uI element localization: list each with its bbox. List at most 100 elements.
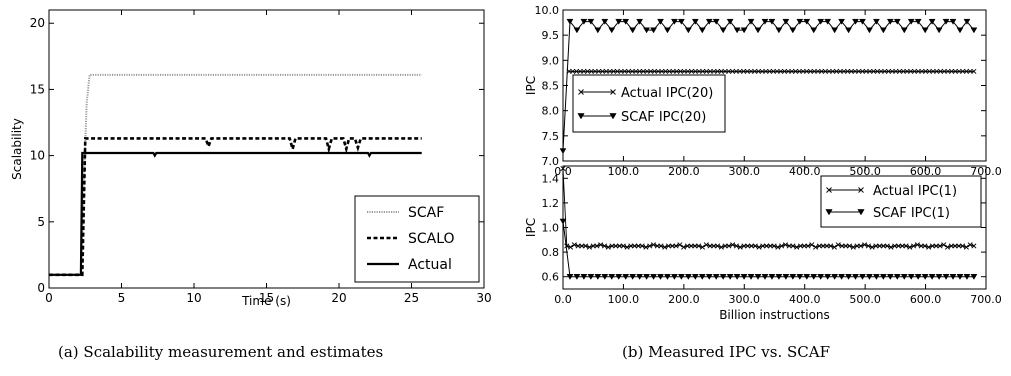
chart-b-bottom-actual-point — [564, 243, 570, 249]
chart-b-bottom-scaf-point — [726, 274, 734, 280]
chart-b-bottom-xtick-label: 100.0 — [608, 293, 640, 306]
chart-b-top-actual-point — [685, 68, 691, 74]
chart-b-bottom-actual-point — [560, 165, 566, 171]
chart-b-top-actual-point — [726, 68, 732, 74]
chart-b-bottom-scaf-point — [852, 274, 859, 280]
chart-b-bottom-ylabel: IPC — [524, 218, 538, 237]
chart-b-top-actual-point — [674, 68, 680, 74]
chart-b-top-actual-point — [733, 68, 739, 74]
chart-b-bottom-ytick-label: 0.8 — [542, 246, 560, 259]
chart-a-ytick-label: 15 — [30, 82, 45, 96]
chart-b-top-actual-point — [625, 68, 631, 74]
chart-b-top-scaf-point — [872, 18, 880, 25]
chart-b-bottom-actual-point — [650, 242, 656, 248]
chart-b-bottom-actual-point — [715, 243, 721, 249]
chart-b-top-actual-point — [629, 68, 635, 74]
chart-b-top-scaf-point — [921, 27, 929, 34]
chart-b-top-scaf-point — [803, 18, 811, 25]
chart-b-top-actual-point — [670, 68, 676, 74]
chart-b-top-scaf-point — [907, 18, 915, 25]
chart-b-bottom-scaf-point — [956, 274, 964, 280]
chart-b-bottom-actual-point — [654, 243, 660, 249]
chart-b-bottom-legend-marker — [857, 209, 865, 216]
chart-b-bottom-scaf-point — [691, 274, 699, 280]
chart-b-bottom-actual-point — [914, 242, 920, 248]
chart-b-bottom-actual-point — [624, 244, 630, 250]
chart-b-top-scaf-point — [664, 27, 671, 34]
chart-b-top-scaf-point — [559, 148, 567, 155]
chart-b-top-actual-point — [596, 68, 602, 74]
chart-b-bottom-actual-point — [741, 243, 747, 249]
chart-b-bottom-actual-point — [639, 243, 645, 249]
chart-b-top-actual-point — [911, 68, 918, 74]
chart-b-top-scaf-point — [893, 18, 901, 25]
chart-b-bottom-actual-point — [613, 243, 619, 249]
chart-b-top-actual-point — [692, 68, 698, 74]
chart-b-bottom-actual-point — [628, 243, 634, 249]
chart-b-bottom-actual-point — [895, 243, 902, 249]
chart-b-bottom-scaf-point — [949, 274, 957, 280]
chart-b-bottom-scaf-point — [643, 274, 651, 280]
chart-b-bottom-scaf-point — [761, 274, 769, 280]
chart-b-bottom-scaf-point — [935, 274, 943, 280]
chart-b-top-actual-point — [752, 68, 758, 74]
chart-a-series-actual — [49, 151, 422, 276]
chart-b-bottom-actual-point — [568, 244, 574, 250]
chart-b-bottom-actual-point — [583, 243, 589, 249]
chart-b-bottom-actual-point — [575, 243, 581, 249]
chart-a-xtick-label: 10 — [186, 291, 201, 305]
chart-b-top-scaf-point — [824, 18, 832, 25]
chart-b-top-actual-point — [941, 68, 947, 74]
chart-b-top-actual-point — [826, 68, 832, 74]
chart-b-top-actual-point — [789, 68, 795, 74]
chart-b-top-legend-item: Actual IPC(20) — [578, 86, 713, 101]
chart-a-ytick-label: 5 — [37, 215, 45, 229]
chart-b-top-actual-point — [900, 68, 906, 74]
chart-b-top-actual-point — [677, 68, 683, 74]
chart-b-bottom-actual-point — [835, 242, 841, 248]
chart-b-bottom-actual-point — [873, 243, 879, 249]
chart-b-bottom-actual-point — [952, 243, 958, 249]
chart-b-bottom-actual-point — [922, 243, 928, 249]
chart-b-bottom-actual-point — [956, 243, 962, 249]
chart-b-top-actual-point — [648, 68, 654, 74]
chart-a-xtick-label: 30 — [476, 291, 491, 305]
chart-b-top-legend-marker — [610, 89, 616, 95]
chart-b-top-actual-point — [707, 68, 713, 74]
chart-b-top-actual-point — [830, 68, 836, 74]
chart-b-top-scaf-point — [942, 18, 950, 25]
chart-b-top-actual-point — [592, 68, 598, 74]
chart-a-xtick-label: 15 — [259, 291, 274, 305]
chart-b-bottom-scaf-point — [712, 274, 720, 280]
chart-b-bottom-actual-point — [963, 244, 969, 250]
chart-a-legend-label-actual: Actual — [408, 257, 452, 273]
chart-b-top-scaf-point — [580, 18, 588, 25]
chart-b-top-xtick-label: 300.0 — [729, 165, 761, 178]
chart-b-bottom-actual-point — [971, 243, 977, 249]
chart-b-top-actual-point — [633, 68, 639, 74]
chart-b-top-scaf-point — [768, 18, 776, 25]
chart-b-bottom-legend-label: SCAF IPC(1) — [873, 206, 950, 221]
chart-b-bottom-scaf-point — [677, 274, 685, 280]
chart-b-top-actual-point — [711, 68, 717, 74]
chart-b-bottom-actual-point — [571, 242, 577, 248]
chart-b-bottom-actual-point — [764, 243, 770, 249]
chart-b-bottom-ytick-label: 1.2 — [542, 197, 560, 210]
chart-b-top-scaf-point — [886, 18, 894, 25]
chart-b-top-scaf-point — [761, 18, 769, 25]
chart-b-bottom-scaf-point — [747, 274, 755, 280]
chart-b-top-actual-point — [819, 68, 825, 74]
chart-b-bottom-scaf-point — [768, 274, 776, 280]
chart-b-bottom-xtick-label: 200.0 — [668, 293, 700, 306]
chart-b-bottom-scaf-point — [963, 274, 971, 280]
chart-b-bottom-actual-point — [771, 243, 777, 249]
chart-b-top-actual-point — [807, 68, 813, 74]
chart-b-bottom-actual-point — [790, 243, 796, 249]
chart-b-bottom-scaf-point — [886, 274, 894, 280]
chart-b-top-scaf-point — [719, 27, 727, 34]
chart-b-bottom-actual-point — [831, 244, 837, 250]
chart-b-bottom-ytick-label: 0.6 — [542, 271, 560, 284]
chart-b-top-scaf-point — [775, 27, 783, 34]
chart-b-bottom-scaf-point — [684, 274, 692, 280]
chart-b-bottom-legend-marker — [826, 187, 832, 193]
